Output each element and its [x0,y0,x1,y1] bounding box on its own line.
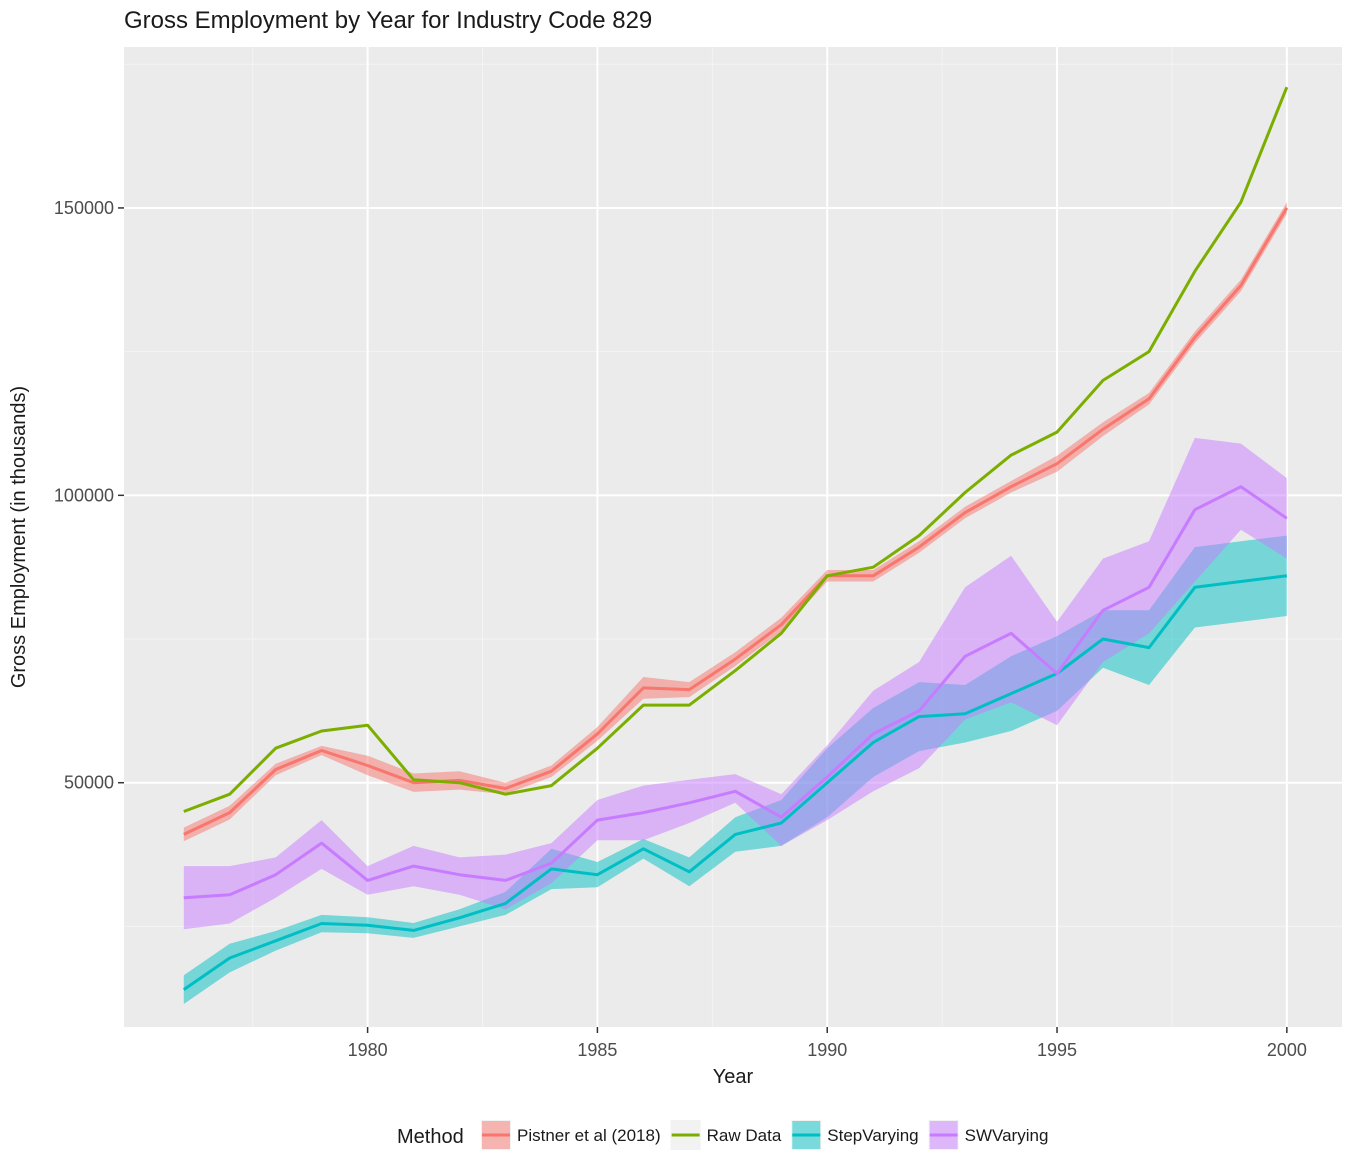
legend-title: Method [397,1126,464,1148]
y-axis-title: Gross Employment (in thousands) [8,386,30,688]
legend-label-stepvarying: StepVarying [827,1126,918,1145]
legend-label-swvarying: SWVarying [965,1126,1049,1145]
y-tick-label: 100000 [54,485,114,505]
legend-label-pistner-et-al-2018-: Pistner et al (2018) [517,1126,661,1145]
confidence-bands [183,202,1287,1004]
line-stepvarying [182,574,1287,991]
chart-title: Gross Employment by Year for Industry Co… [124,7,652,34]
line-pistner-et-al-2018- [183,207,1289,836]
y-tick-label: 150000 [54,198,114,218]
x-tick-label: 2000 [1267,1040,1307,1060]
line-raw-data [183,86,1289,813]
series-lines [182,86,1289,991]
y-tick-label: 50000 [64,773,114,793]
x-tick-label: 1990 [807,1040,847,1060]
legend-label-raw-data: Raw Data [707,1126,782,1145]
x-tick-label: 1985 [577,1040,617,1060]
x-axis-title: Year [713,1066,754,1088]
band-swvarying [183,437,1287,930]
x-tick-label: 1995 [1037,1040,1077,1060]
x-axis: 1980 1985 1990 1995 2000 [348,1027,1307,1060]
line-swvarying [183,485,1288,900]
y-axis: 50000 100000 150000 [54,198,124,793]
x-tick-label: 1980 [348,1040,388,1060]
legend: Method Pistner et al (2018) Raw Data StepV… [397,1120,1048,1150]
